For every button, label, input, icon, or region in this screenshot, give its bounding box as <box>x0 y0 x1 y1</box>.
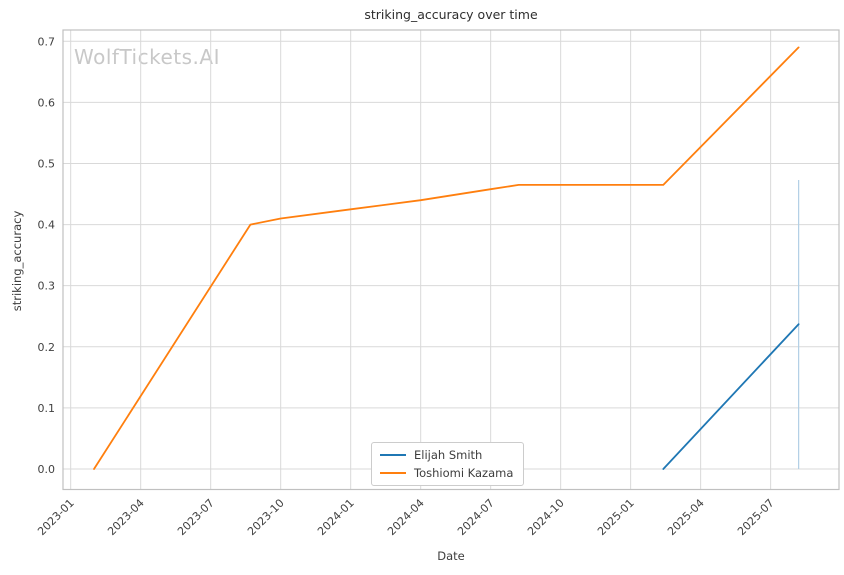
y-axis-label: striking_accuracy <box>10 210 24 312</box>
x-tick-label: 2024-04 <box>385 496 427 538</box>
x-tick-label: 2024-01 <box>315 496 357 538</box>
x-tick-label: 2024-10 <box>525 496 567 538</box>
y-tick-label: 0.6 <box>38 96 56 109</box>
x-tick-label: 2023-10 <box>245 496 287 538</box>
chart-title: striking_accuracy over time <box>364 7 538 22</box>
legend-line-swatch-blue <box>380 454 406 456</box>
x-tick-label: 2025-01 <box>595 496 637 538</box>
x-tick-label: 2023-01 <box>35 496 77 538</box>
watermark: WolfTickets.AI <box>74 45 220 69</box>
x-axis-label: Date <box>437 549 465 563</box>
x-tick-label: 2023-07 <box>175 496 217 538</box>
legend-line-swatch-orange <box>380 472 406 474</box>
legend-entry-toshiomi-kazama: Toshiomi Kazama <box>380 466 513 480</box>
y-tick-label: 0.4 <box>38 219 56 232</box>
plot-border <box>62 29 840 491</box>
y-tick-label: 0.3 <box>38 280 56 293</box>
y-tick-label: 0.2 <box>38 341 56 354</box>
y-tick-label: 0.1 <box>38 402 56 415</box>
legend: Elijah Smith Toshiomi Kazama <box>371 442 525 486</box>
x-tick-label: 2024-07 <box>455 496 497 538</box>
legend-label: Toshiomi Kazama <box>414 466 514 480</box>
x-tick-label: 2025-04 <box>665 496 707 538</box>
series-line-elijah-smith <box>662 323 800 470</box>
x-tick-label: 2025-07 <box>735 496 777 538</box>
y-tick-label: 0.7 <box>38 35 56 48</box>
series-line-toshiomi-kazama <box>93 46 800 470</box>
legend-label: Elijah Smith <box>414 448 483 462</box>
y-tick-label: 0.5 <box>38 157 56 170</box>
y-tick-label: 0.0 <box>38 463 56 476</box>
x-tick-label: 2023-04 <box>105 496 147 538</box>
legend-entry-elijah-smith: Elijah Smith <box>380 448 513 462</box>
